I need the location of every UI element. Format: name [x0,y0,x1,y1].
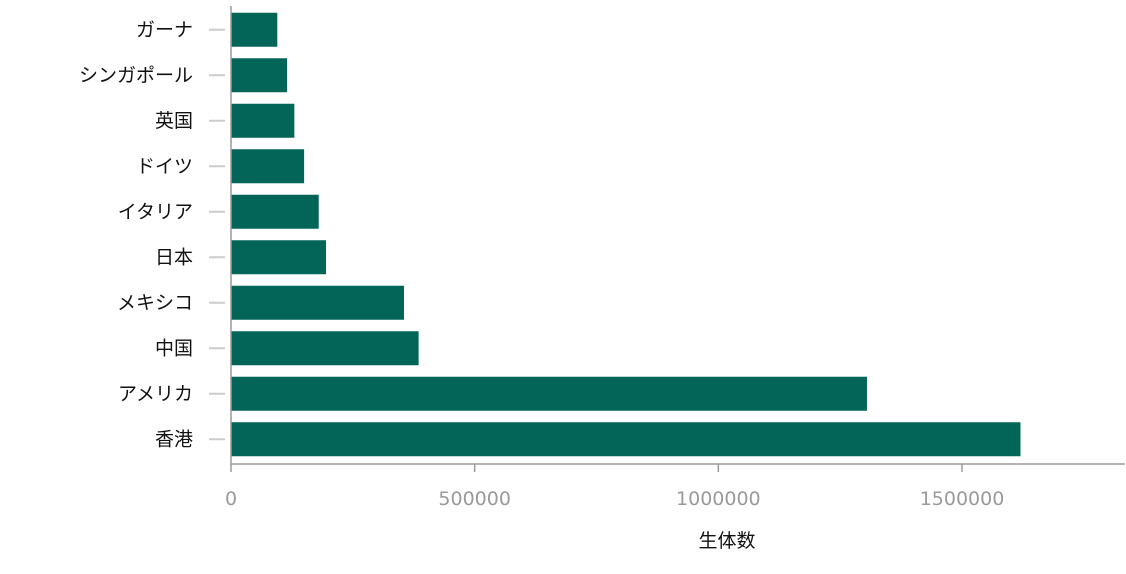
category-label: ドイツ [136,155,193,177]
x-tick-label: 500000 [438,488,511,510]
bar [231,12,278,47]
bar [231,331,419,366]
x-axis-ticks: 0 500000 1000000 1500000 [225,464,1004,510]
bar [231,194,319,229]
category-label: メキシコ [117,292,193,314]
y-axis-ticks [209,28,225,441]
category-label: ガーナ [136,19,193,41]
bar [231,149,305,184]
category-label: 香港 [155,428,193,450]
category-label: シンガポール [79,64,193,86]
x-tick-label: 1500000 [920,488,1005,510]
bar [231,285,405,320]
category-label: 日本 [155,246,193,268]
x-tick-label: 0 [225,488,237,510]
x-tick-label: 1000000 [676,488,761,510]
bars-layer [231,12,1021,457]
bar [231,58,288,93]
category-label: アメリカ [118,383,193,405]
category-label: イタリア [118,201,193,223]
bar [231,240,327,275]
category-label: 英国 [155,110,193,132]
category-label: 中国 [155,337,193,359]
bar [231,103,295,138]
bar [231,422,1021,457]
bar [231,376,867,411]
x-axis-title: 生体数 [698,530,755,552]
